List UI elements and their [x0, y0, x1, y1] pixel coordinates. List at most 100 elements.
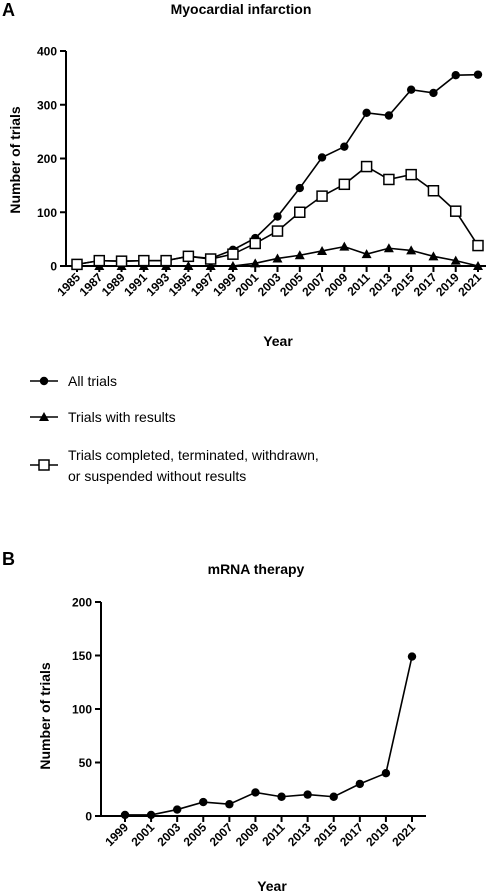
- chart-a-data-point: [183, 261, 194, 270]
- chart-b-data-point: [172, 805, 182, 814]
- chart-a-ylabel: Number of trials: [7, 106, 23, 214]
- chart-b-y-tick-label: 0: [85, 810, 92, 824]
- chart-a-data-point: [317, 153, 327, 162]
- chart-a-y-tick-label: 300: [37, 98, 57, 112]
- chart-a-data-point: [249, 237, 261, 250]
- chart-b-y-tick-label: 100: [72, 703, 92, 717]
- chart-a-data-point: [406, 245, 417, 255]
- chart-a-y-tick-label: 100: [37, 206, 57, 220]
- chart-a-data-point: [204, 253, 217, 265]
- chart-a-xlabel: Year: [263, 333, 293, 349]
- chart-b-ylabel: Number of trials: [37, 662, 53, 770]
- chart-a-x-tick-label: 1985: [54, 270, 83, 299]
- chart-a-title: Myocardial infarction: [171, 1, 312, 17]
- chart-a-data-point: [340, 142, 349, 151]
- chart-a-x-tick-label: 2011: [344, 270, 373, 299]
- chart-a-x-tick-label: 2015: [389, 270, 418, 299]
- legend-circle-marker: [39, 376, 49, 386]
- chart-a-data-point: [138, 254, 150, 267]
- chart-a-x-tick-label: 2019: [433, 270, 462, 299]
- chart-b-x-tick-label: 2009: [233, 820, 262, 849]
- chart-a-x-tick-label: 2017: [411, 270, 440, 299]
- legend-square-marker: [38, 459, 50, 471]
- chart-a-data-point: [473, 261, 483, 270]
- chart-b-x-tick-label: 1999: [102, 820, 131, 849]
- chart-a-data-point: [383, 173, 395, 186]
- chart-b-data-point: [120, 810, 130, 820]
- chart-b-x-tick-label: 2003: [155, 820, 184, 849]
- chart-a-data-point: [93, 254, 106, 267]
- chart-a-data-point: [317, 245, 328, 255]
- chart-b-data-point: [355, 779, 365, 789]
- chart-a-data-point: [227, 261, 238, 270]
- legend: All trials Trials with results Trials co…: [30, 373, 319, 484]
- chart-a-x-tick-label: 1991: [121, 270, 150, 299]
- chart-a-y-tick-label: 400: [37, 45, 57, 59]
- chart-a-data-point: [361, 249, 372, 259]
- legend-label-without-results-line2: or suspended without results: [68, 468, 246, 484]
- legend-label-with-results: Trials with results: [68, 409, 176, 425]
- chart-b-series-line: [125, 656, 413, 816]
- panel-b-letter: B: [2, 549, 15, 569]
- legend-item-with-results: Trials with results: [30, 409, 176, 425]
- chart-a-x-tick-label: 2007: [299, 270, 328, 299]
- chart-a-x-tick-label: 1997: [188, 270, 217, 299]
- chart-b-data-point: [251, 788, 260, 797]
- panel-a-letter: A: [2, 0, 15, 20]
- chart-b-title: mRNA therapy: [208, 561, 305, 577]
- chart-a-x-tick-label: 2005: [277, 270, 306, 299]
- chart-a-data-point: [160, 254, 172, 267]
- chart-b-data-point: [381, 769, 391, 778]
- chart-a-data-point: [429, 88, 438, 98]
- legend-label-without-results-line1: Trials completed, terminated, withdrawn,: [68, 447, 319, 463]
- chart-a-data-point: [472, 239, 484, 252]
- chart-a-x-tick-label: 1995: [166, 270, 195, 299]
- chart-a-data-point: [271, 225, 284, 237]
- chart-a-data-point: [182, 250, 195, 263]
- legend-item-without-results: Trials completed, terminated, withdrawn,…: [30, 447, 319, 484]
- chart-a-data-point: [295, 183, 304, 193]
- chart-b-data-point: [303, 790, 312, 799]
- chart-b-y-tick-label: 200: [72, 596, 92, 610]
- chart-a-y-tick-label: 0: [50, 260, 57, 274]
- chart-a-data-point: [273, 212, 282, 221]
- chart-a-data-point: [115, 255, 128, 267]
- chart-a-x-tick-label: 1989: [99, 270, 128, 299]
- chart-b-y-tick-label: 150: [72, 649, 92, 663]
- chart-b-data-point: [329, 792, 338, 801]
- chart-a-data-point: [227, 248, 239, 260]
- chart-b-data-point: [199, 797, 208, 807]
- chart-b-data-point: [146, 810, 156, 820]
- chart-a-data-point: [250, 258, 261, 268]
- legend-label-all-trials: All trials: [68, 373, 117, 389]
- chart-a-data-point: [71, 258, 83, 271]
- chart-a-data-point: [406, 85, 416, 94]
- chart-a-data-point: [383, 243, 394, 253]
- chart-a-x-tick-label: 2021: [455, 270, 484, 299]
- chart-a-data-point: [362, 108, 371, 118]
- chart-a-data-point: [473, 70, 483, 79]
- chart-a-data-point: [294, 250, 305, 260]
- chart-a-data-point: [360, 160, 373, 173]
- chart-a-x-tick-label: 1999: [210, 270, 239, 299]
- legend-triangle-marker: [39, 412, 49, 421]
- chart-b-x-tick-label: 2013: [285, 820, 314, 849]
- chart-a-x-tick-label: 1987: [77, 270, 106, 299]
- chart-a-data-point: [450, 255, 461, 265]
- chart-a-x-tick-label: 1993: [143, 270, 172, 299]
- chart-a-data-point: [339, 241, 350, 251]
- chart-a-x-tick-label: 2001: [233, 270, 262, 299]
- chart-b-x-tick-label: 2015: [311, 820, 340, 849]
- chart-a-data-point: [338, 178, 351, 191]
- chart-b-x-tick-label: 2001: [128, 820, 157, 849]
- chart-b-x-tick-label: 2005: [181, 820, 210, 849]
- chart-b-data-point: [407, 652, 417, 661]
- chart-b-x-tick-label: 2019: [363, 820, 392, 849]
- chart-a-data-point: [316, 190, 328, 202]
- chart-a-data-point: [272, 253, 283, 263]
- chart-a-data-point: [405, 168, 417, 181]
- chart-b-x-tick-label: 2011: [259, 820, 288, 849]
- chart-b-x-tick-label: 2017: [337, 820, 366, 849]
- chart-b-y-tick-label: 50: [79, 756, 93, 770]
